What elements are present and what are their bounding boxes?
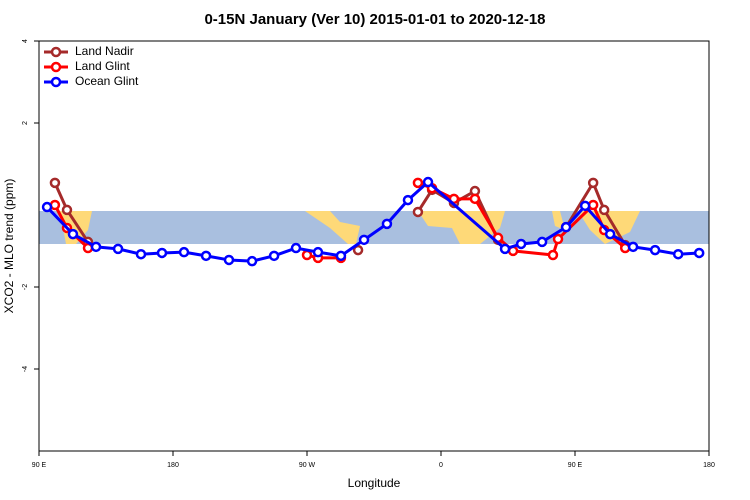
data-point [547, 249, 559, 261]
data-point [627, 241, 639, 253]
x-tick-label: 90 E [32, 462, 47, 469]
data-point [579, 200, 591, 212]
y-tick-label: -4 [22, 366, 29, 372]
data-point [61, 204, 73, 216]
data-point [358, 234, 370, 246]
data-point [381, 218, 393, 230]
legend-marker [50, 61, 62, 73]
data-point [469, 193, 481, 205]
data-point [352, 244, 364, 256]
data-point [412, 206, 424, 218]
series-line [45, 180, 700, 263]
data-point [587, 177, 599, 189]
y-tick-label: 2 [22, 121, 29, 125]
legend-label: Land Glint [75, 59, 130, 73]
legend-label: Land Nadir [75, 44, 134, 58]
data-point [67, 228, 79, 240]
data-point [536, 236, 548, 248]
data-point [560, 221, 572, 233]
data-point [422, 176, 434, 188]
y-tick-label: 4 [22, 39, 29, 43]
data-point [693, 247, 705, 259]
x-tick-label: 90 E [568, 462, 583, 469]
data-point [200, 250, 212, 262]
chart-title: 0-15N January (Ver 10) 2015-01-01 to 202… [204, 11, 545, 28]
data-point [268, 250, 280, 262]
data-point [598, 204, 610, 216]
data-point [223, 254, 235, 266]
data-point [402, 194, 414, 206]
x-tick-label: 180 [703, 462, 715, 469]
data-point [312, 246, 324, 258]
data-point [290, 242, 302, 254]
x-tick-label: 0 [439, 462, 443, 469]
legend-marker [50, 76, 62, 88]
x-tick-label: 180 [167, 462, 179, 469]
data-point [649, 244, 661, 256]
data-point [90, 241, 102, 253]
data-point [552, 233, 564, 245]
data-point [301, 249, 313, 261]
data-point [135, 248, 147, 260]
data-point [412, 177, 424, 189]
data-point [41, 201, 53, 213]
data-point [672, 248, 684, 260]
y-tick-label: -2 [22, 284, 29, 290]
plot-frame [38, 40, 710, 452]
y-axis-label: XCO2 - MLO trend (ppm) [2, 179, 16, 314]
legend-label: Ocean Glint [75, 74, 139, 88]
data-point [515, 238, 527, 250]
x-tick-label: 90 W [299, 462, 316, 469]
data-point [178, 246, 190, 258]
data-point [246, 255, 258, 267]
x-axis-label: Longitude [348, 476, 401, 490]
data-point [604, 228, 616, 240]
data-point [587, 199, 599, 211]
data-point [499, 243, 511, 255]
data-point [49, 177, 61, 189]
data-point [156, 247, 168, 259]
data-point [335, 250, 347, 262]
legend-marker [50, 46, 62, 58]
data-point [112, 243, 124, 255]
